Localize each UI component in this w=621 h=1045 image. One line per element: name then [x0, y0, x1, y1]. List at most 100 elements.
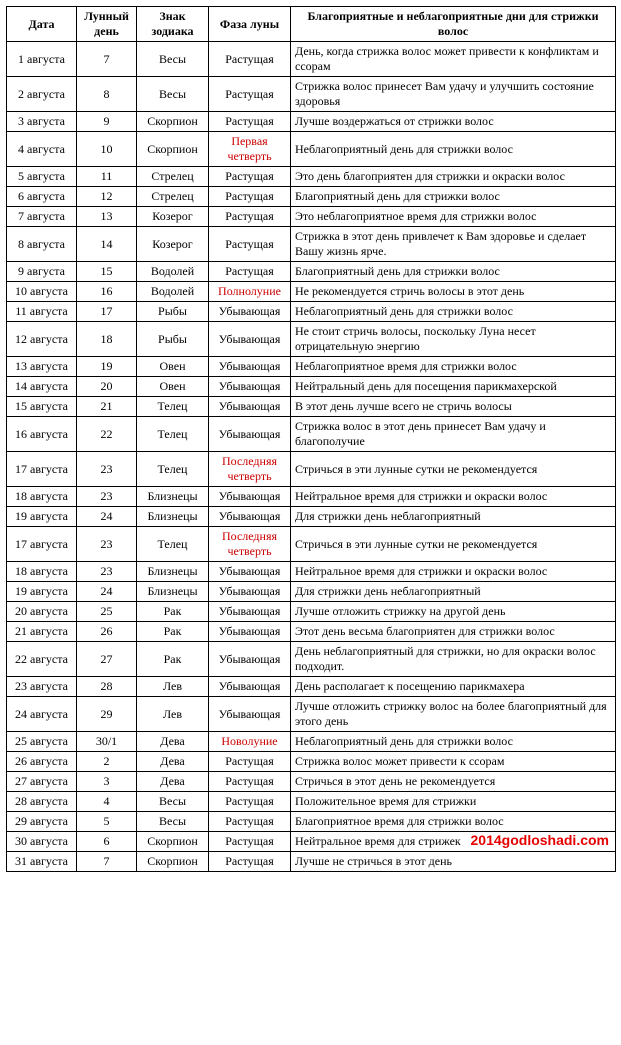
cell-lday: 25	[77, 602, 137, 622]
cell-date: 5 августа	[7, 167, 77, 187]
cell-phase: Растущая	[209, 187, 291, 207]
table-row: 30 августа6СкорпионРастущаяНейтральное в…	[7, 832, 616, 852]
cell-zod: Лев	[137, 697, 209, 732]
cell-lday: 23	[77, 452, 137, 487]
cell-zod: Весы	[137, 42, 209, 77]
cell-phase: Убывающая	[209, 602, 291, 622]
col-header-date: Дата	[7, 7, 77, 42]
table-row: 13 августа19ОвенУбывающаяНеблагоприятное…	[7, 357, 616, 377]
table-row: 5 августа11СтрелецРастущаяЭто день благо…	[7, 167, 616, 187]
cell-desc: В этот день лучше всего не стричь волосы	[291, 397, 616, 417]
cell-phase: Растущая	[209, 852, 291, 872]
table-row: 22 августа27РакУбывающаяДень неблагоприя…	[7, 642, 616, 677]
cell-zod: Близнецы	[137, 487, 209, 507]
cell-desc: Неблагоприятный день для стрижки волос	[291, 732, 616, 752]
cell-phase: Растущая	[209, 752, 291, 772]
cell-phase: Последняя четверть	[209, 452, 291, 487]
table-row: 18 августа23БлизнецыУбывающаяНейтральное…	[7, 487, 616, 507]
cell-zod: Телец	[137, 417, 209, 452]
cell-zod: Лев	[137, 677, 209, 697]
table-row: 14 августа20ОвенУбывающаяНейтральный ден…	[7, 377, 616, 397]
cell-lday: 11	[77, 167, 137, 187]
cell-zod: Весы	[137, 792, 209, 812]
cell-phase: Убывающая	[209, 397, 291, 417]
table-row: 11 августа17РыбыУбывающаяНеблагоприятный…	[7, 302, 616, 322]
cell-desc: Лучше отложить стрижку на другой день	[291, 602, 616, 622]
cell-phase: Растущая	[209, 207, 291, 227]
cell-phase: Убывающая	[209, 697, 291, 732]
cell-desc: Для стрижки день неблагоприятный	[291, 507, 616, 527]
cell-lday: 30/1	[77, 732, 137, 752]
cell-phase: Растущая	[209, 832, 291, 852]
cell-phase: Растущая	[209, 77, 291, 112]
table-row: 7 августа13КозерогРастущаяЭто неблагопри…	[7, 207, 616, 227]
cell-zod: Близнецы	[137, 562, 209, 582]
cell-phase: Растущая	[209, 262, 291, 282]
cell-phase: Убывающая	[209, 507, 291, 527]
table-row: 24 августа29ЛевУбывающаяЛучше отложить с…	[7, 697, 616, 732]
cell-date: 15 августа	[7, 397, 77, 417]
cell-zod: Весы	[137, 77, 209, 112]
cell-lday: 29	[77, 697, 137, 732]
cell-lday: 6	[77, 832, 137, 852]
cell-desc: Для стрижки день неблагоприятный	[291, 582, 616, 602]
table-row: 27 августа3ДеваРастущаяСтричься в этот д…	[7, 772, 616, 792]
cell-lday: 15	[77, 262, 137, 282]
cell-lday: 22	[77, 417, 137, 452]
table-header: ДатаЛунный деньЗнак зодиакаФаза луныБлаг…	[7, 7, 616, 42]
cell-desc: День располагает к посещению парикмахера	[291, 677, 616, 697]
table-row: 6 августа12СтрелецРастущаяБлагоприятный …	[7, 187, 616, 207]
cell-zod: Скорпион	[137, 112, 209, 132]
table-body: 1 августа7ВесыРастущаяДень, когда стрижк…	[7, 42, 616, 872]
cell-desc: Нейтральное время для стрижки и окраски …	[291, 487, 616, 507]
cell-lday: 4	[77, 792, 137, 812]
cell-desc: Положительное время для стрижки	[291, 792, 616, 812]
table-row: 3 августа9СкорпионРастущаяЛучше воздержа…	[7, 112, 616, 132]
cell-phase: Растущая	[209, 792, 291, 812]
col-header-desc: Благоприятные и неблагоприятные дни для …	[291, 7, 616, 42]
cell-date: 30 августа	[7, 832, 77, 852]
table-row: 2 августа8ВесыРастущаяСтрижка волос прин…	[7, 77, 616, 112]
table-row: 20 августа25РакУбывающаяЛучше отложить с…	[7, 602, 616, 622]
cell-zod: Рыбы	[137, 302, 209, 322]
cell-zod: Стрелец	[137, 167, 209, 187]
cell-date: 29 августа	[7, 812, 77, 832]
cell-lday: 2	[77, 752, 137, 772]
cell-lday: 13	[77, 207, 137, 227]
cell-zod: Овен	[137, 357, 209, 377]
cell-lday: 28	[77, 677, 137, 697]
cell-date: 17 августа	[7, 452, 77, 487]
cell-desc: Нейтральный день для посещения парикмахе…	[291, 377, 616, 397]
table-row: 8 августа14КозерогРастущаяСтрижка в этот…	[7, 227, 616, 262]
col-header-lday: Лунный день	[77, 7, 137, 42]
cell-zod: Дева	[137, 752, 209, 772]
cell-date: 27 августа	[7, 772, 77, 792]
cell-date: 19 августа	[7, 582, 77, 602]
table-row: 18 августа23БлизнецыУбывающаяНейтральное…	[7, 562, 616, 582]
cell-zod: Близнецы	[137, 507, 209, 527]
cell-lday: 8	[77, 77, 137, 112]
cell-phase: Растущая	[209, 42, 291, 77]
table-row: 19 августа24БлизнецыУбывающаяДля стрижки…	[7, 507, 616, 527]
table-row: 12 августа18РыбыУбывающаяНе стоит стричь…	[7, 322, 616, 357]
cell-desc: Не рекомендуется стричь волосы в этот де…	[291, 282, 616, 302]
col-header-zod: Знак зодиака	[137, 7, 209, 42]
cell-zod: Скорпион	[137, 852, 209, 872]
table-row: 29 августа5ВесыРастущаяБлагоприятное вре…	[7, 812, 616, 832]
table-row: 19 августа24БлизнецыУбывающаяДля стрижки…	[7, 582, 616, 602]
cell-phase: Убывающая	[209, 377, 291, 397]
cell-lday: 7	[77, 852, 137, 872]
cell-desc: Это неблагоприятное время для стрижки во…	[291, 207, 616, 227]
cell-lday: 10	[77, 132, 137, 167]
cell-zod: Близнецы	[137, 582, 209, 602]
cell-phase: Убывающая	[209, 562, 291, 582]
cell-desc: Благоприятный день для стрижки волос	[291, 262, 616, 282]
cell-zod: Водолей	[137, 282, 209, 302]
cell-zod: Рак	[137, 642, 209, 677]
cell-zod: Дева	[137, 772, 209, 792]
cell-date: 9 августа	[7, 262, 77, 282]
cell-lday: 7	[77, 42, 137, 77]
cell-phase: Растущая	[209, 772, 291, 792]
cell-desc: Стричься в эти лунные сутки не рекоменду…	[291, 527, 616, 562]
cell-lday: 12	[77, 187, 137, 207]
